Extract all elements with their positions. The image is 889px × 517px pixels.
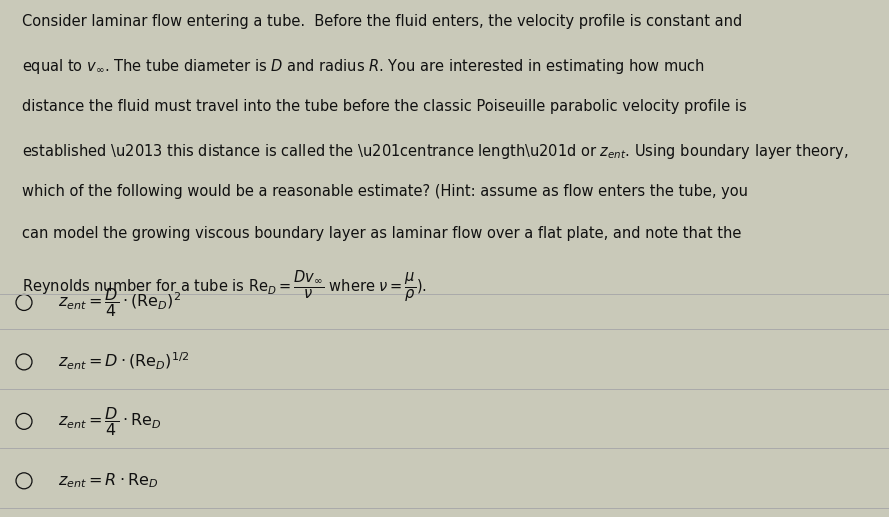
Text: $z_{ent} = \dfrac{D}{4} \cdot \mathrm{Re}_D$: $z_{ent} = \dfrac{D}{4} \cdot \mathrm{Re… xyxy=(58,405,162,438)
Text: $z_{ent} = D \cdot (\mathrm{Re}_D)^{1/2}$: $z_{ent} = D \cdot (\mathrm{Re}_D)^{1/2}… xyxy=(58,352,189,372)
Text: $z_{ent} = \dfrac{D}{4} \cdot (\mathrm{Re}_D)^2$: $z_{ent} = \dfrac{D}{4} \cdot (\mathrm{R… xyxy=(58,286,181,319)
Text: can model the growing viscous boundary layer as laminar flow over a flat plate, : can model the growing viscous boundary l… xyxy=(22,226,741,241)
Text: $z_{ent} = R \cdot \mathrm{Re}_D$: $z_{ent} = R \cdot \mathrm{Re}_D$ xyxy=(58,472,158,490)
Text: Consider laminar flow entering a tube.  Before the fluid enters, the velocity pr: Consider laminar flow entering a tube. B… xyxy=(22,14,742,29)
Text: which of the following would be a reasonable estimate? (Hint: assume as flow ent: which of the following would be a reason… xyxy=(22,184,749,199)
Text: Reynolds number for a tube is $\mathrm{Re}_D = \dfrac{Dv_{\infty}}{\nu}$ where $: Reynolds number for a tube is $\mathrm{R… xyxy=(22,269,428,304)
Text: equal to $v_{\infty}$. The tube diameter is $D$ and radius $R$. You are interest: equal to $v_{\infty}$. The tube diameter… xyxy=(22,57,705,76)
Text: established \u2013 this distance is called the \u201centrance length\u201d or $z: established \u2013 this distance is call… xyxy=(22,142,848,161)
Text: distance the fluid must travel into the tube before the classic Poiseuille parab: distance the fluid must travel into the … xyxy=(22,99,747,114)
